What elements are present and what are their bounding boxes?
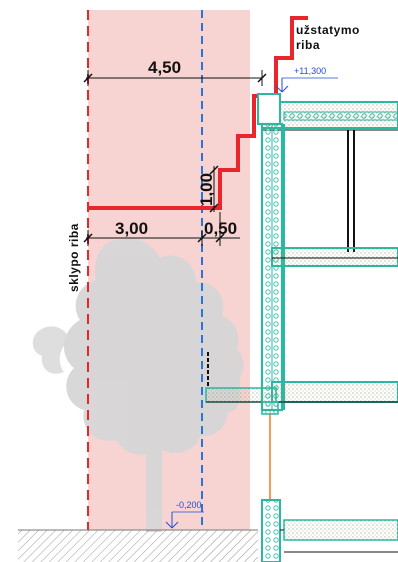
dimension-top bbox=[83, 70, 267, 86]
tree-icon bbox=[32, 237, 244, 532]
upper-limit-label: užstatymo bbox=[296, 23, 360, 37]
dimension-bottom-label: 3,00 bbox=[115, 219, 148, 238]
level-ground-label: -0,200 bbox=[176, 500, 202, 510]
plot-limit-label: sklypo riba bbox=[67, 223, 81, 292]
dimension-offset-label: 0,50 bbox=[204, 219, 237, 238]
building-limit-line bbox=[88, 16, 308, 210]
dimension-top-label: 4,50 bbox=[148, 58, 181, 77]
level-marker-top bbox=[275, 77, 338, 93]
building-section bbox=[205, 93, 398, 562]
level-marker-ground bbox=[165, 511, 204, 529]
upper-limit-label-2: riba bbox=[296, 38, 320, 52]
dimension-vertical-label: 1,00 bbox=[197, 173, 216, 206]
ground-hatch bbox=[18, 530, 258, 562]
level-top-label: +11,300 bbox=[294, 66, 326, 76]
dimension-vertical bbox=[209, 165, 219, 213]
dimension-bottom bbox=[83, 212, 240, 246]
